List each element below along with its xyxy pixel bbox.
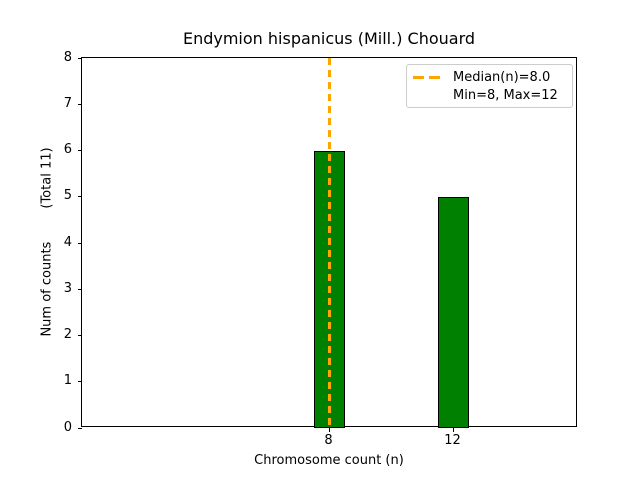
y-tick-label-5: 5 [63, 188, 72, 204]
y-tick-label-3: 3 [63, 280, 72, 296]
y-tick-label-8: 8 [63, 49, 72, 65]
x-tick-label-8: 8 [324, 433, 333, 448]
y-tick-5 [78, 196, 82, 198]
x-tick-12 [453, 428, 454, 432]
bar-n12 [438, 196, 469, 428]
y-tick-3 [78, 288, 82, 290]
median-line [328, 58, 331, 428]
x-tick-8 [329, 428, 330, 432]
y-tick-1 [78, 381, 82, 383]
median-dashed-line-sample [413, 75, 441, 79]
y-tick-0 [78, 427, 82, 429]
legend-label-median: Median(n)=8.0 [453, 69, 551, 85]
legend-entry-minmax: Min=8, Max=12 [413, 86, 566, 104]
y-tick-label-6: 6 [63, 142, 72, 157]
y-tick-4 [78, 242, 82, 244]
legend: Median(n)=8.0 Min=8, Max=12 [406, 64, 573, 108]
y-tick-7 [78, 103, 82, 105]
chart-title: Endymion hispanicus (Mill.) Chouard [182, 29, 476, 48]
legend-entry-median: Median(n)=8.0 [413, 68, 566, 86]
y-tick-label-0: 0 [63, 419, 72, 435]
legend-label-minmax: Min=8, Max=12 [453, 87, 558, 103]
x-axis-label: Chromosome count (n) [254, 453, 404, 468]
x-tick-label-12: 12 [444, 433, 461, 448]
y-tick-2 [78, 335, 82, 336]
y-tick-label-7: 7 [63, 95, 72, 111]
y-tick-label-4: 4 [63, 234, 72, 250]
y-tick-label-1: 1 [63, 373, 72, 389]
y-tick-6 [78, 150, 82, 151]
plot-area [78, 57, 577, 432]
y-tick-8 [78, 57, 82, 59]
y-tick-label-2: 2 [63, 327, 72, 342]
